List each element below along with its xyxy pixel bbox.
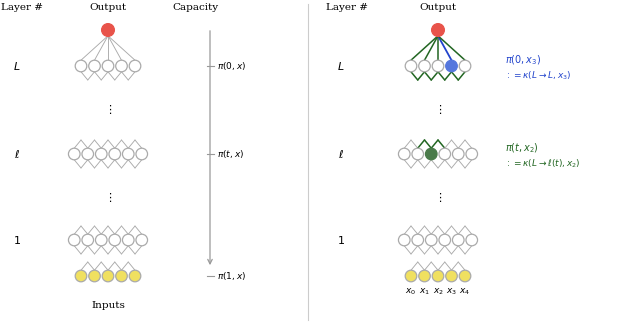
Text: $1$: $1$ [337, 234, 345, 246]
Text: $x_4$: $x_4$ [460, 287, 470, 297]
Circle shape [426, 148, 437, 160]
Circle shape [459, 270, 471, 282]
Text: $x_0$: $x_0$ [405, 287, 417, 297]
Circle shape [102, 60, 114, 72]
Circle shape [109, 234, 120, 246]
Circle shape [466, 148, 477, 160]
Circle shape [76, 270, 87, 282]
Text: Inputs: Inputs [91, 301, 125, 311]
Text: $L$: $L$ [13, 60, 20, 72]
Circle shape [445, 270, 458, 282]
Text: $\vdots$: $\vdots$ [104, 104, 112, 116]
Text: $x_1$: $x_1$ [419, 287, 430, 297]
Circle shape [452, 148, 464, 160]
Text: $\pi(t,x)$: $\pi(t,x)$ [217, 148, 244, 160]
Circle shape [136, 234, 148, 246]
Circle shape [405, 60, 417, 72]
Circle shape [82, 234, 93, 246]
Circle shape [82, 148, 93, 160]
Circle shape [102, 24, 115, 36]
Circle shape [432, 270, 444, 282]
Text: $\pi(0,x)$: $\pi(0,x)$ [217, 60, 246, 72]
Circle shape [431, 24, 444, 36]
Circle shape [129, 60, 141, 72]
Circle shape [68, 148, 80, 160]
Circle shape [102, 270, 114, 282]
Circle shape [116, 270, 127, 282]
Circle shape [89, 270, 100, 282]
Text: $:= \kappa(L \to L, x_3)$: $:= \kappa(L \to L, x_3)$ [505, 70, 572, 82]
Text: $\pi(0,x_3)$: $\pi(0,x_3)$ [505, 53, 541, 67]
Circle shape [445, 60, 458, 72]
Text: Output: Output [419, 3, 456, 11]
Text: $\pi(1,x)$: $\pi(1,x)$ [217, 270, 246, 282]
Circle shape [122, 148, 134, 160]
Text: Capacity: Capacity [172, 3, 218, 11]
Circle shape [95, 234, 107, 246]
Circle shape [122, 234, 134, 246]
Circle shape [412, 234, 424, 246]
Circle shape [129, 270, 141, 282]
Circle shape [419, 270, 430, 282]
Circle shape [452, 234, 464, 246]
Text: $x_3$: $x_3$ [446, 287, 457, 297]
Circle shape [136, 148, 148, 160]
Circle shape [399, 148, 410, 160]
Text: $1$: $1$ [13, 234, 21, 246]
Circle shape [412, 148, 424, 160]
Text: $\vdots$: $\vdots$ [104, 191, 112, 203]
Circle shape [426, 234, 437, 246]
Circle shape [76, 60, 87, 72]
Circle shape [439, 148, 451, 160]
Circle shape [109, 148, 120, 160]
Text: $:= \kappa(L \to \ell(t),x_2)$: $:= \kappa(L \to \ell(t),x_2)$ [505, 158, 580, 170]
Circle shape [116, 60, 127, 72]
Circle shape [459, 60, 471, 72]
Circle shape [432, 60, 444, 72]
Text: Layer #: Layer # [326, 3, 368, 11]
Circle shape [399, 234, 410, 246]
Text: $L$: $L$ [337, 60, 345, 72]
Text: $\pi(t,x_2)$: $\pi(t,x_2)$ [505, 141, 539, 155]
Text: $x_2$: $x_2$ [433, 287, 444, 297]
Text: $\vdots$: $\vdots$ [434, 191, 442, 203]
Circle shape [405, 270, 417, 282]
Text: Output: Output [90, 3, 127, 11]
Circle shape [89, 60, 100, 72]
Circle shape [95, 148, 107, 160]
Circle shape [419, 60, 430, 72]
Text: $\ell$: $\ell$ [338, 148, 344, 160]
Circle shape [466, 234, 477, 246]
Circle shape [439, 234, 451, 246]
Text: $\ell$: $\ell$ [14, 148, 20, 160]
Text: $\vdots$: $\vdots$ [434, 104, 442, 116]
Circle shape [68, 234, 80, 246]
Text: Layer #: Layer # [1, 3, 43, 11]
